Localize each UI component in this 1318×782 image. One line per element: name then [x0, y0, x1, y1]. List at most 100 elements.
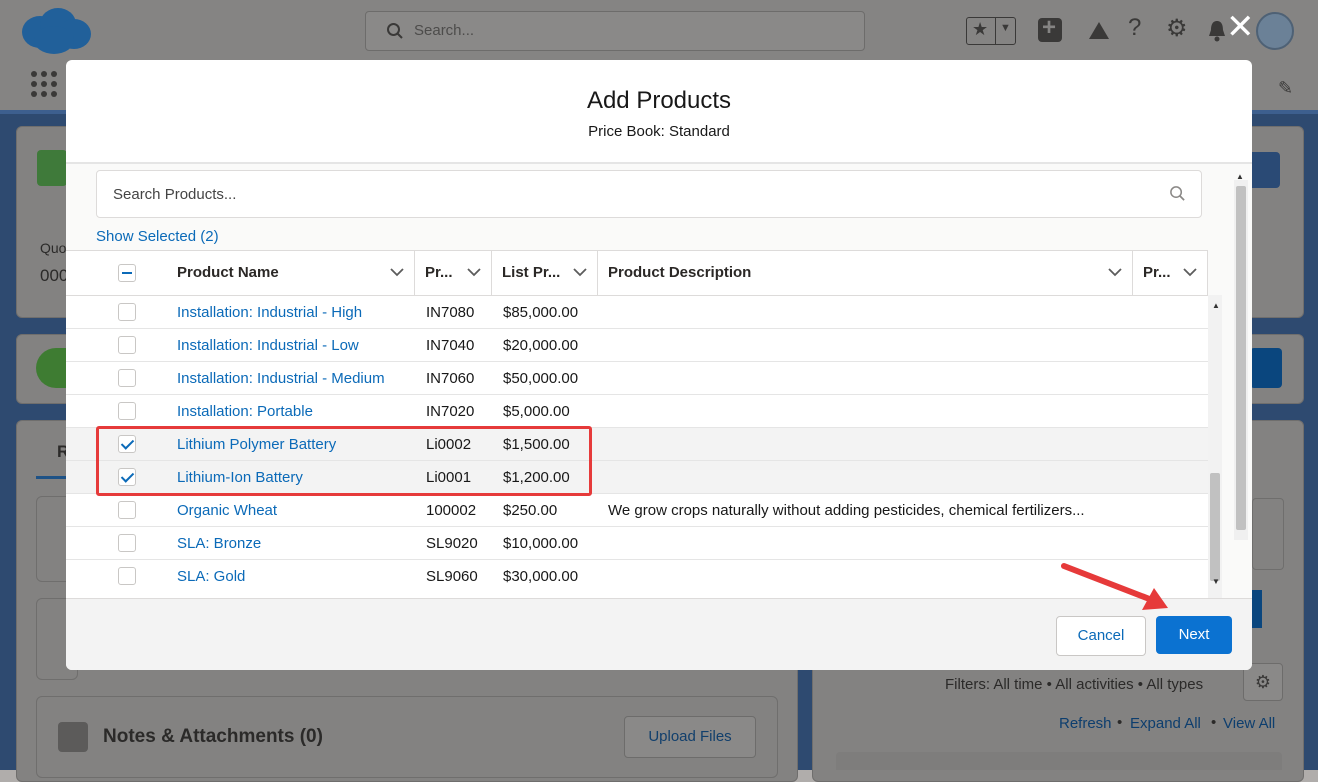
link-separator-2: • [1211, 714, 1217, 731]
mark-stage-button[interactable] [1250, 348, 1282, 388]
notes-icon [58, 722, 88, 752]
product-code: IN7040 [426, 337, 475, 354]
trailhead-icon[interactable] [1086, 19, 1112, 43]
list-price: $20,000.00 [503, 337, 579, 354]
bg-label-quote: Quo [40, 240, 67, 256]
activity-filters-text: Filters: All time • All activities • All… [945, 676, 1204, 693]
tab-underline [36, 476, 76, 479]
row-checkbox[interactable] [118, 468, 136, 486]
activity-button[interactable] [1252, 590, 1262, 628]
search-icon [1170, 186, 1185, 201]
refresh-link[interactable]: Refresh [1059, 715, 1112, 732]
list-price: $250.00 [503, 502, 558, 519]
help-icon[interactable]: ? [1128, 14, 1142, 41]
chevron-down-icon[interactable] [390, 251, 404, 295]
product-code: 100002 [426, 502, 477, 519]
dropdown-chevron-icon[interactable] [1248, 152, 1280, 188]
setup-gear-icon[interactable]: ⚙ [1166, 15, 1188, 42]
record-type-icon [37, 150, 67, 186]
column-header-product-code[interactable]: Pr... [415, 251, 492, 295]
column-label-product-description: Product Description [608, 264, 752, 281]
notifications-bell-icon[interactable] [1206, 19, 1228, 43]
row-checkbox[interactable] [118, 567, 136, 585]
table-row[interactable]: Lithium-Ion Battery Li0001 $1,200.00 [66, 461, 1208, 494]
search-products-box[interactable] [96, 170, 1202, 218]
app-launcher-icon[interactable] [30, 70, 58, 98]
table-row[interactable]: Installation: Industrial - Low IN7040 $2… [66, 329, 1208, 362]
column-header-product-family[interactable]: Pr... [1133, 251, 1208, 295]
select-all-checkbox[interactable] [118, 264, 136, 282]
modal-scrollbar-thumb[interactable] [1236, 186, 1246, 530]
product-description: We grow crops naturally without adding p… [608, 502, 1085, 519]
product-name-link[interactable]: Lithium Polymer Battery [177, 436, 337, 453]
search-icon [387, 23, 403, 39]
row-checkbox[interactable] [118, 501, 136, 519]
select-all-header [66, 251, 167, 295]
show-selected-link[interactable]: Show Selected (2) [96, 228, 219, 245]
chevron-down-icon[interactable] [467, 251, 481, 295]
upload-files-button[interactable]: Upload Files [624, 716, 756, 758]
product-code: SL9060 [426, 568, 478, 585]
list-price: $50,000.00 [503, 370, 579, 387]
row-checkbox[interactable] [118, 336, 136, 354]
table-row[interactable]: Installation: Portable IN7020 $5,000.00 [66, 395, 1208, 428]
list-price: $85,000.00 [503, 304, 579, 321]
row-checkbox[interactable] [118, 534, 136, 552]
modal-body: Show Selected (2) Product Name Pr... [66, 164, 1252, 599]
product-name-link[interactable]: Installation: Industrial - High [177, 304, 363, 321]
scroll-up-arrow-icon[interactable]: ▲ [1212, 301, 1220, 310]
row-checkbox[interactable] [118, 303, 136, 321]
row-checkbox[interactable] [118, 369, 136, 387]
product-name-link[interactable]: Installation: Industrial - Low [177, 337, 359, 354]
table-row[interactable]: Lithium Polymer Battery Li0002 $1,500.00 [66, 428, 1208, 461]
scroll-down-arrow-icon[interactable]: ▼ [1212, 577, 1220, 586]
row-checkbox[interactable] [118, 435, 136, 453]
expand-all-link[interactable]: Expand All [1130, 715, 1201, 732]
table-scrollbar-thumb[interactable] [1210, 473, 1220, 581]
list-price: $1,500.00 [503, 436, 570, 453]
product-name-link[interactable]: Lithium-Ion Battery [177, 469, 303, 486]
table-row[interactable]: Installation: Industrial - High IN7080 $… [66, 296, 1208, 329]
list-price: $30,000.00 [503, 568, 579, 585]
close-icon[interactable]: ✕ [1226, 8, 1255, 46]
cancel-button[interactable]: Cancel [1056, 616, 1146, 656]
view-all-link[interactable]: View All [1223, 715, 1276, 732]
table-row[interactable]: Organic Wheat 100002 $250.00 We grow cro… [66, 494, 1208, 527]
column-label-product-code: Pr... [425, 264, 453, 281]
global-search-placeholder: Search... [414, 22, 475, 39]
activity-side-card [1252, 498, 1284, 570]
product-name-link[interactable]: SLA: Bronze [177, 535, 262, 552]
user-avatar[interactable] [1256, 12, 1294, 50]
global-search[interactable]: Search... [365, 11, 865, 51]
column-label-list-price: List Pr... [502, 264, 561, 281]
column-label-product-family: Pr... [1143, 264, 1171, 281]
activity-item-stub [836, 752, 1282, 770]
product-code: Li0002 [426, 436, 472, 453]
modal-header: Add Products Price Book: Standard [66, 60, 1252, 164]
product-name-link[interactable]: Organic Wheat [177, 502, 278, 519]
bg-value-quote: 000 [40, 266, 69, 285]
table-row[interactable]: SLA: Gold SL9060 $30,000.00 [66, 560, 1208, 593]
modal-footer: Cancel Next [66, 598, 1252, 670]
column-header-product-name[interactable]: Product Name [167, 251, 415, 295]
search-products-input[interactable] [111, 181, 1155, 207]
row-checkbox[interactable] [118, 402, 136, 420]
product-name-link[interactable]: Installation: Portable [177, 403, 313, 420]
product-name-link[interactable]: SLA: Gold [177, 568, 246, 585]
chevron-down-icon[interactable] [1183, 251, 1197, 295]
edit-nav-pencil-icon[interactable]: ✎ [1278, 78, 1294, 98]
notes-attachments-title: Notes & Attachments (0) [103, 726, 323, 747]
next-button[interactable]: Next [1156, 616, 1232, 654]
column-header-product-description[interactable]: Product Description [598, 251, 1133, 295]
table-header: Product Name Pr... List Pr... [66, 251, 1208, 296]
chevron-down-icon[interactable] [573, 251, 587, 295]
add-icon[interactable]: + [1038, 14, 1062, 42]
favorites-icon[interactable]: ★ ▼ [966, 17, 1016, 45]
table-row[interactable]: SLA: Bronze SL9020 $10,000.00 [66, 527, 1208, 560]
product-name-link[interactable]: Installation: Industrial - Medium [177, 370, 385, 387]
chevron-down-icon[interactable] [1108, 251, 1122, 295]
scroll-up-arrow-icon[interactable]: ▲ [1236, 172, 1244, 181]
arrow-annotation-icon [1061, 563, 1168, 610]
column-header-list-price[interactable]: List Pr... [492, 251, 598, 295]
table-row[interactable]: Installation: Industrial - Medium IN7060… [66, 362, 1208, 395]
